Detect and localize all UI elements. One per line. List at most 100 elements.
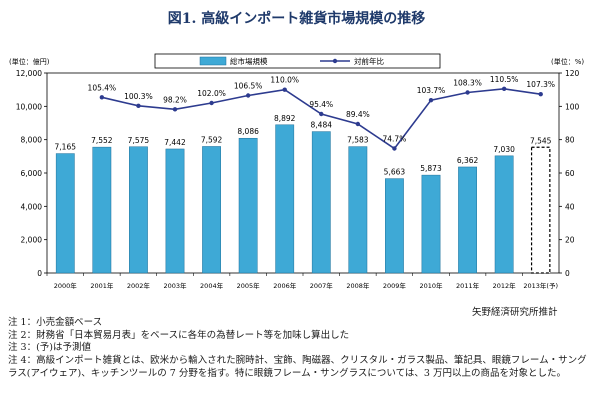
bar (92, 146, 112, 274)
right-tick-label: 120 (565, 69, 580, 78)
legend-box (154, 53, 441, 69)
bar (421, 174, 441, 274)
x-tick-label: 2013年(予) (523, 281, 558, 290)
yoy-value-label: 89.4% (346, 110, 370, 119)
bar-value-label: 8,086 (237, 127, 259, 136)
bar (348, 146, 368, 274)
chart-title: 図1. 高級インポート雑貨市場規模の推移 (167, 11, 426, 27)
right-tick-label: 40 (565, 202, 575, 211)
bar-value-label: 7,583 (347, 136, 369, 145)
yoy-point (99, 95, 105, 100)
x-tick-label: 2001年 (90, 281, 114, 290)
bar-value-label: 6,362 (457, 156, 479, 165)
bar (494, 155, 514, 274)
right-tick-label: 0 (565, 269, 570, 278)
x-tick-label: 2005年 (237, 281, 261, 290)
x-tick-label: 2003年 (163, 281, 187, 290)
chart-canvas: 0 2,000 4,000 6,000 8,000 10,000 12,000 0 20 40 60… (9, 53, 584, 290)
left-tick-label: 0 (37, 269, 42, 278)
chart-axes: 0 2,000 4,000 6,000 8,000 10,000 12,000 0 20 40 60… (9, 57, 584, 290)
bar-value-label: 5,873 (420, 164, 442, 173)
legend-line-marker (332, 58, 338, 64)
yoy-point (392, 146, 397, 151)
left-tick-label: 10,000 (16, 102, 42, 111)
bar-series (55, 124, 551, 274)
legend-bar-label: 総市場規模 (230, 56, 268, 66)
yoy-point (501, 86, 507, 92)
bar-value-label: 7,030 (493, 145, 515, 154)
left-axis-label: (単位：億円) (9, 57, 50, 66)
footnote-4: 注 4：高級インポート雑貨とは、欧米から輸入された腕時計、宝飾、陶磁器、クリスタ… (8, 355, 587, 379)
bar (165, 148, 185, 274)
bar (238, 137, 258, 274)
footnotes: 注 1：小売金額ベース 注 2：財務省「日本貿易月表」をベースに各年の為替レート… (8, 317, 588, 381)
yoy-point (136, 103, 141, 109)
bar (55, 153, 75, 274)
yoy-value-label: 110.5% (490, 75, 519, 84)
yoy-point (245, 93, 251, 98)
footnote-1: 注 1：小売金額ベース (8, 317, 103, 328)
source-credit: 矢野経済研究所推計 (472, 307, 558, 318)
right-tick-label: 100 (565, 102, 580, 111)
yoy-value-label: 95.4% (309, 100, 333, 109)
x-tick-label: 2000年 (54, 281, 78, 290)
yoy-point (355, 121, 361, 127)
bar-forecast (530, 146, 551, 274)
x-tick-label: 2009年 (383, 281, 407, 290)
footnote-3: 注 3：(予)は予測値 (8, 342, 91, 354)
bar (202, 146, 221, 274)
yoy-value-label: 98.2% (163, 95, 187, 104)
x-tick-label: 2011年 (456, 281, 480, 290)
yoy-value-label: 100.3% (124, 92, 153, 101)
x-tick-label: 2010年 (419, 281, 443, 290)
yoy-point (209, 100, 214, 106)
left-tick-label: 4,000 (21, 202, 43, 211)
yoy-value-label: 102.0% (197, 89, 226, 98)
bar-value-label: 7,552 (91, 136, 113, 145)
bar-value-label: 5,663 (384, 168, 406, 177)
yoy-value-label: 74.7% (383, 135, 407, 144)
legend-bar-swatch (199, 56, 227, 66)
chart-legend: 総市場規模 対前年比 (154, 53, 441, 69)
legend-line-label: 対前年比 (354, 56, 384, 66)
yoy-value-label: 108.3% (453, 79, 482, 88)
bar-value-label: 7,545 (530, 136, 552, 145)
bar (275, 124, 295, 274)
bar (385, 178, 404, 274)
right-tick-label: 80 (565, 136, 575, 145)
yoy-value-label: 106.5% (234, 82, 263, 91)
left-tick-label: 12,000 (16, 69, 42, 78)
left-tick-label: 8,000 (21, 136, 43, 145)
right-tick-label: 60 (565, 169, 575, 178)
bar-value-label: 7,442 (164, 138, 186, 147)
bar-value-label: 7,592 (201, 135, 223, 144)
bar-value-label: 8,892 (274, 114, 296, 123)
yoy-point (428, 97, 434, 103)
yoy-value-label: 103.7% (417, 86, 446, 95)
bar (129, 146, 148, 274)
yoy-point (172, 107, 178, 112)
data-labels: 7,165 7,552 7,575 7,442 7,592 8,086 8,892 8,484… (55, 75, 555, 177)
line-series (99, 86, 543, 151)
right-axis-label: (単位：%) (551, 57, 584, 66)
yoy-point (538, 91, 543, 97)
bar-value-label: 8,484 (311, 121, 333, 130)
bar (458, 166, 477, 274)
left-tick-label: 6,000 (21, 169, 43, 178)
yoy-value-label: 107.3% (526, 80, 555, 89)
x-tick-label: 2006年 (273, 281, 297, 290)
bar-value-label: 7,165 (55, 143, 77, 152)
x-tick-label: 2004年 (200, 281, 224, 290)
yoy-point (319, 111, 324, 117)
footnote-2: 注 2：財務省「日本貿易月表」をベースに各年の為替レート等を加味し算出した (8, 329, 350, 341)
left-tick-label: 2,000 (21, 236, 43, 245)
x-tick-label: 2012年 (493, 281, 517, 290)
right-tick-label: 20 (565, 236, 575, 245)
x-tick-label: 2007年 (310, 281, 334, 290)
yoy-point (282, 87, 287, 92)
bar-value-label: 7,575 (128, 136, 150, 145)
x-tick-label: 2008年 (346, 281, 370, 290)
x-tick-label: 2002年 (127, 281, 151, 290)
yoy-value-label: 110.0% (270, 76, 299, 85)
bar (311, 131, 331, 274)
